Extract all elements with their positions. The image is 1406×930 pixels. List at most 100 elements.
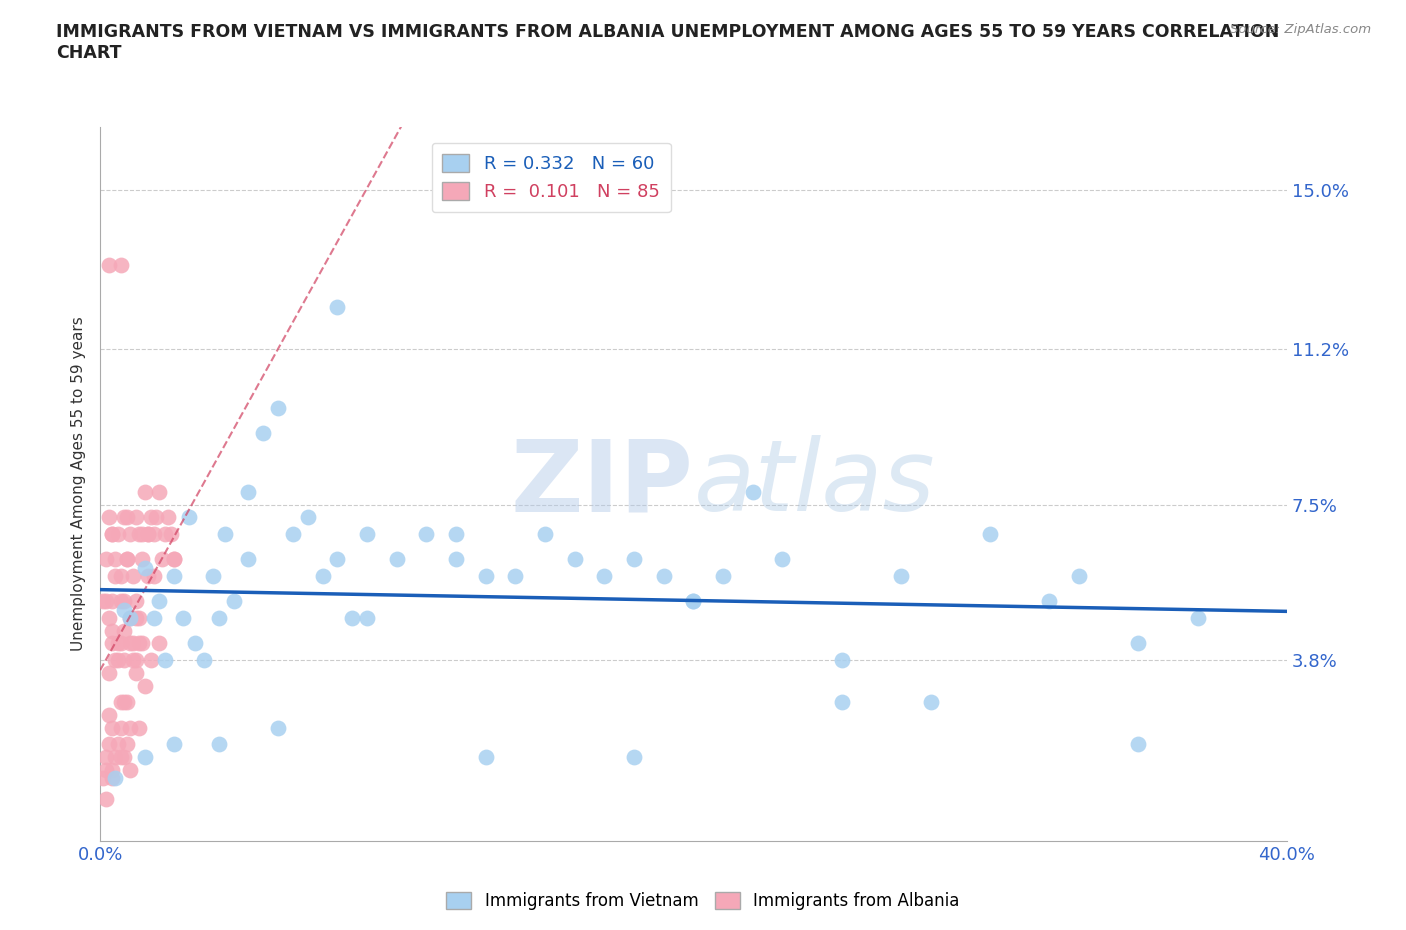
Point	[94, 552, 117, 567]
Point	[214, 526, 236, 541]
Point	[297, 510, 319, 525]
Point	[107, 526, 129, 541]
Legend: R = 0.332   N = 60, R =  0.101   N = 85: R = 0.332 N = 60, R = 0.101 N = 85	[432, 143, 671, 212]
Point	[110, 695, 132, 710]
Point	[184, 636, 207, 651]
Point	[148, 594, 170, 609]
Point	[94, 762, 117, 777]
Point	[356, 611, 378, 626]
Point	[112, 623, 135, 638]
Point	[326, 299, 349, 314]
Point	[711, 569, 734, 584]
Point	[142, 569, 165, 584]
Point	[112, 653, 135, 668]
Point	[163, 737, 186, 751]
Point	[134, 678, 156, 693]
Point	[115, 552, 138, 567]
Point	[267, 720, 290, 735]
Point	[112, 695, 135, 710]
Point	[1038, 594, 1060, 609]
Point	[94, 791, 117, 806]
Point	[121, 569, 143, 584]
Point	[112, 750, 135, 764]
Point	[1128, 636, 1150, 651]
Point	[110, 720, 132, 735]
Point	[128, 636, 150, 651]
Point	[118, 636, 141, 651]
Point	[128, 720, 150, 735]
Point	[160, 526, 183, 541]
Text: Source: ZipAtlas.com: Source: ZipAtlas.com	[1230, 23, 1371, 36]
Point	[252, 426, 274, 441]
Point	[534, 526, 557, 541]
Point	[623, 552, 645, 567]
Point	[682, 594, 704, 609]
Point	[131, 636, 153, 651]
Point	[505, 569, 527, 584]
Point	[772, 552, 794, 567]
Point	[134, 485, 156, 499]
Point	[890, 569, 912, 584]
Text: ZIP: ZIP	[510, 435, 693, 532]
Point	[104, 552, 127, 567]
Point	[101, 594, 124, 609]
Point	[201, 569, 224, 584]
Point	[163, 569, 186, 584]
Point	[91, 771, 114, 786]
Point	[741, 485, 763, 499]
Legend: Immigrants from Vietnam, Immigrants from Albania: Immigrants from Vietnam, Immigrants from…	[440, 885, 966, 917]
Point	[208, 611, 231, 626]
Point	[104, 750, 127, 764]
Point	[110, 594, 132, 609]
Point	[101, 762, 124, 777]
Point	[110, 569, 132, 584]
Point	[107, 653, 129, 668]
Point	[115, 737, 138, 751]
Point	[593, 569, 616, 584]
Point	[163, 552, 186, 567]
Point	[131, 526, 153, 541]
Point	[112, 594, 135, 609]
Point	[125, 653, 148, 668]
Point	[110, 636, 132, 651]
Point	[101, 526, 124, 541]
Point	[101, 623, 124, 638]
Point	[157, 510, 180, 525]
Point	[125, 594, 148, 609]
Point	[136, 526, 159, 541]
Point	[121, 636, 143, 651]
Point	[193, 653, 215, 668]
Point	[104, 771, 127, 786]
Point	[107, 636, 129, 651]
Point	[475, 569, 498, 584]
Point	[163, 552, 186, 567]
Y-axis label: Unemployment Among Ages 55 to 59 years: Unemployment Among Ages 55 to 59 years	[72, 316, 86, 651]
Point	[281, 526, 304, 541]
Point	[139, 653, 162, 668]
Point	[326, 552, 349, 567]
Point	[444, 526, 467, 541]
Point	[652, 569, 675, 584]
Point	[444, 552, 467, 567]
Point	[831, 653, 853, 668]
Point	[118, 526, 141, 541]
Point	[134, 561, 156, 576]
Point	[1069, 569, 1091, 584]
Point	[356, 526, 378, 541]
Point	[101, 720, 124, 735]
Point	[98, 510, 121, 525]
Point	[152, 552, 174, 567]
Point	[104, 653, 127, 668]
Point	[238, 552, 260, 567]
Point	[125, 510, 148, 525]
Point	[564, 552, 586, 567]
Point	[115, 510, 138, 525]
Point	[415, 526, 437, 541]
Point	[115, 552, 138, 567]
Point	[101, 771, 124, 786]
Point	[104, 569, 127, 584]
Point	[139, 510, 162, 525]
Point	[623, 750, 645, 764]
Point	[222, 594, 245, 609]
Point	[118, 762, 141, 777]
